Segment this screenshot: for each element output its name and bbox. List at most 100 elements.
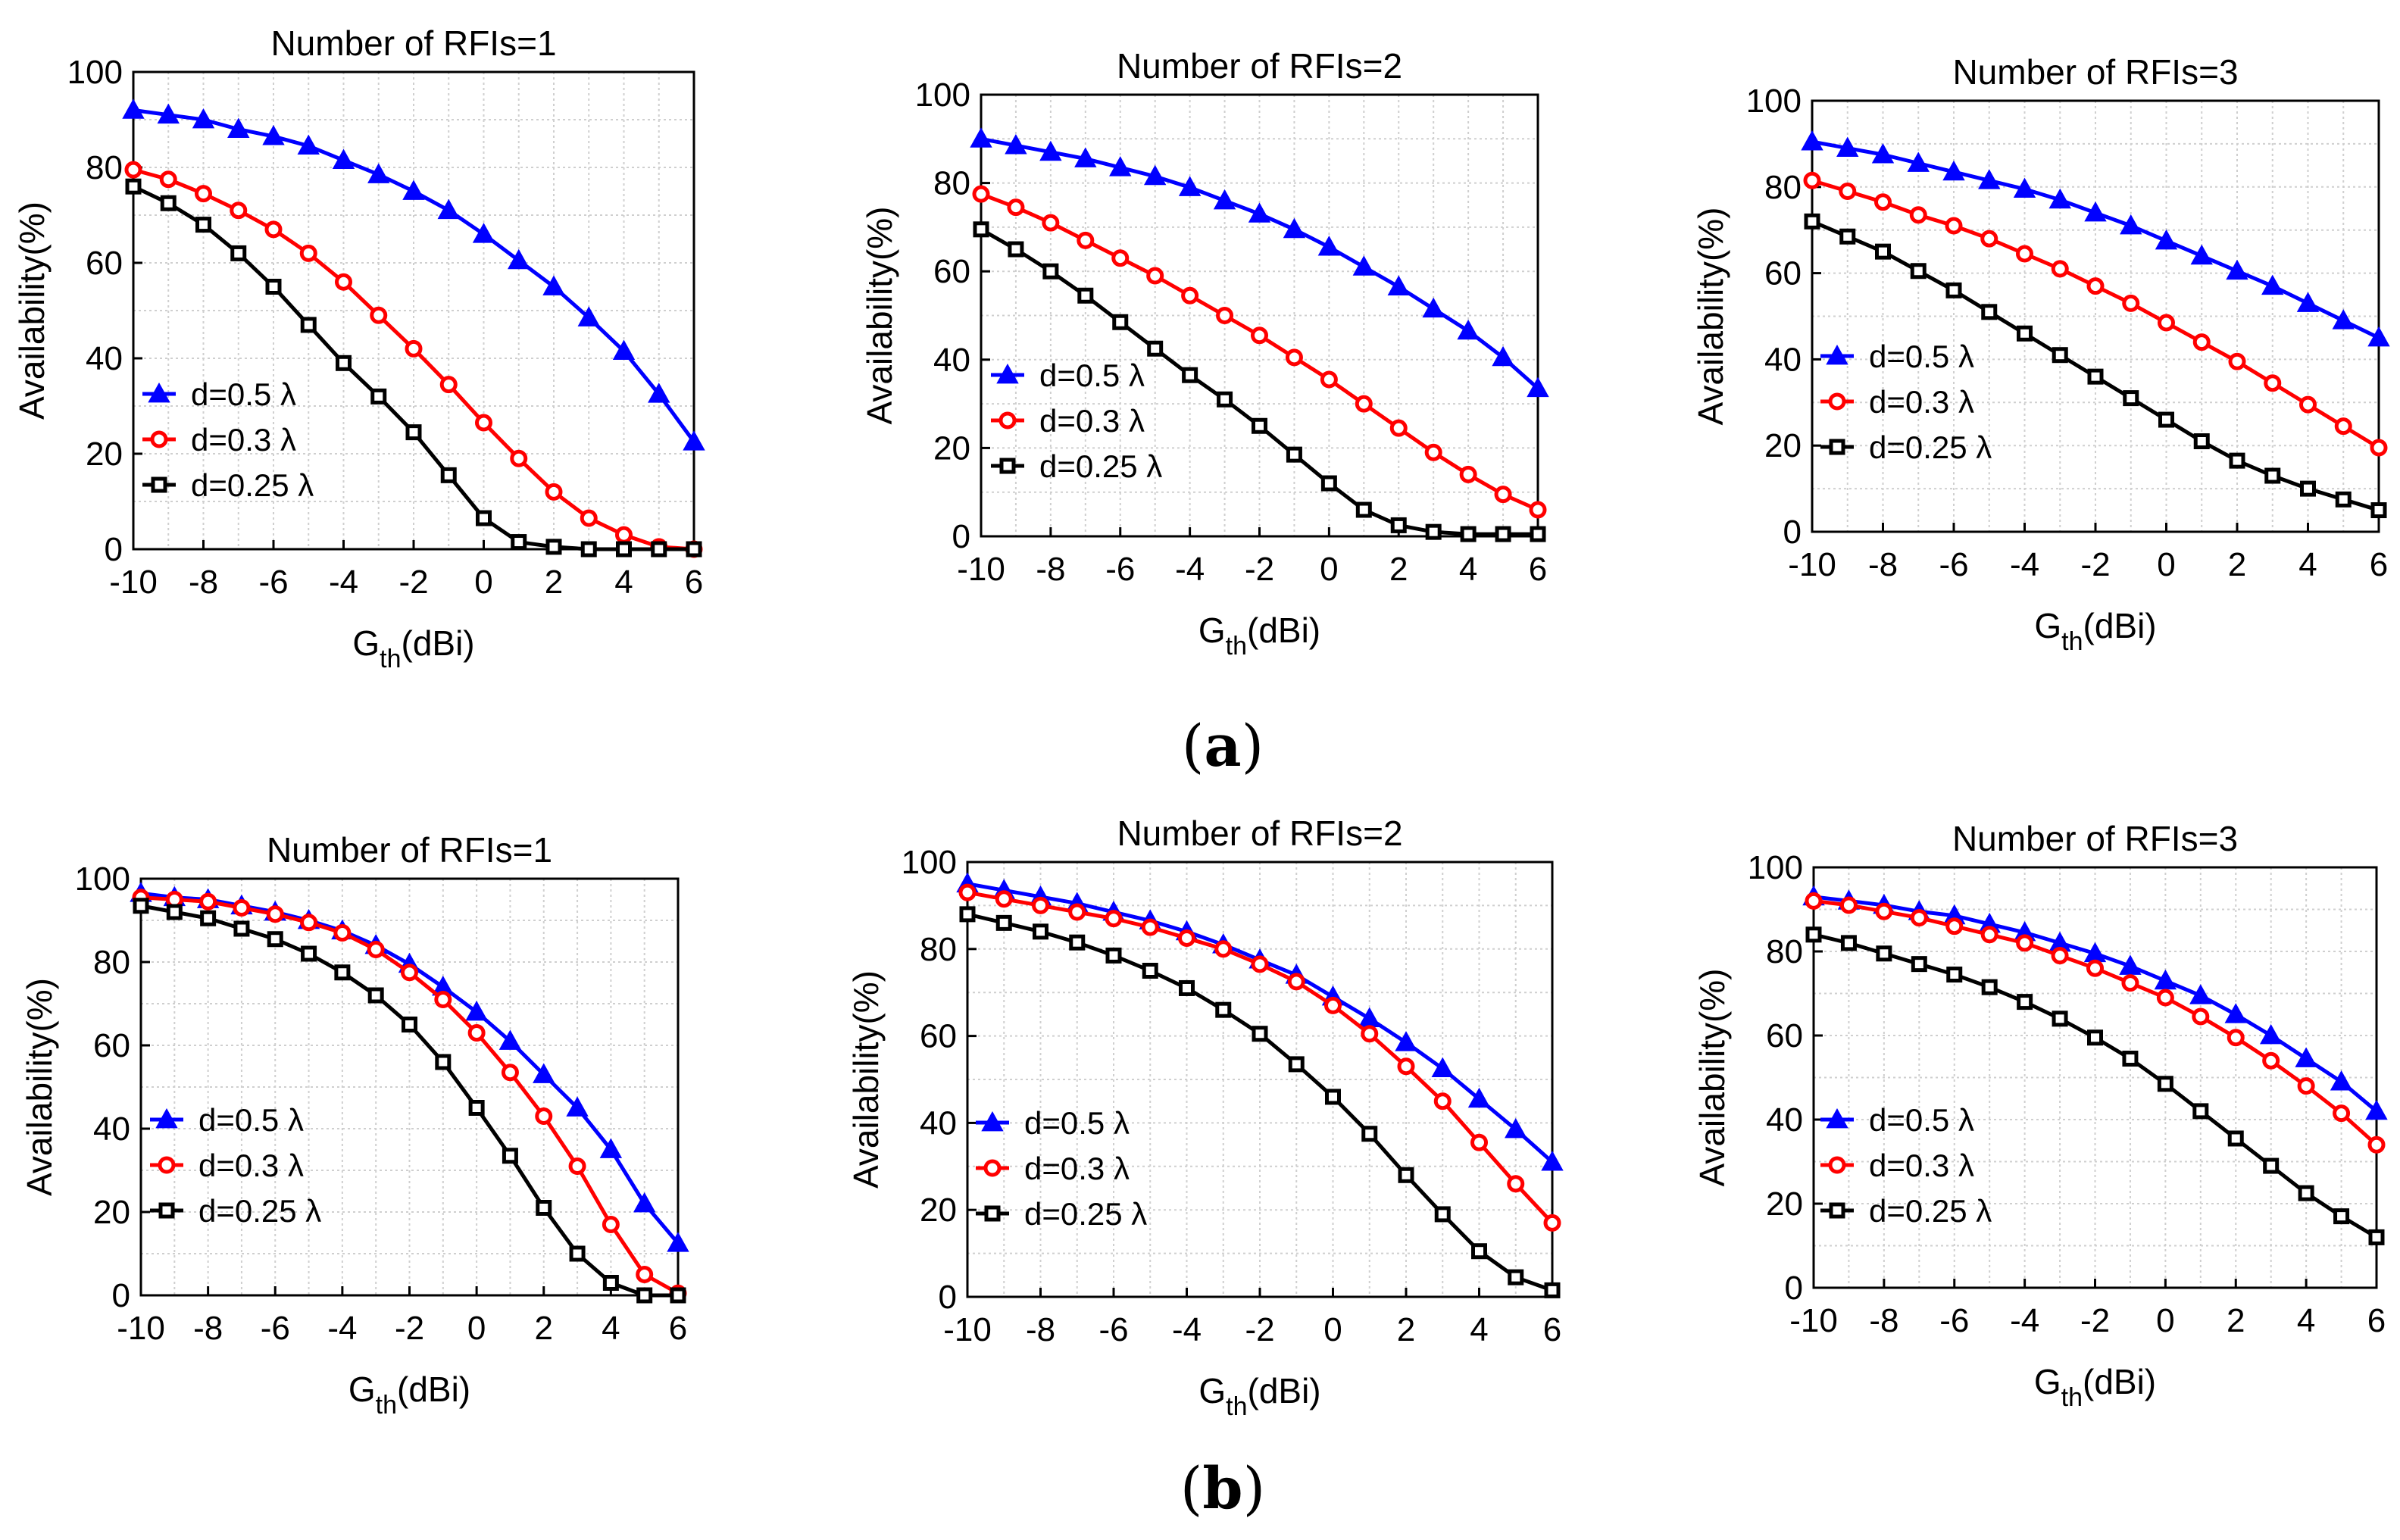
chart-2-data-point xyxy=(1111,249,1130,267)
chart-3-data-point xyxy=(2051,260,2069,278)
chart-5-data-point xyxy=(1288,1056,1305,1073)
chart-2-data-point xyxy=(1355,501,1372,518)
chart-2-ytick-label: 0 xyxy=(952,518,970,555)
chart-1-data-point xyxy=(405,339,423,358)
chart-5-series-2 xyxy=(958,883,1561,1232)
chart-2-data-point xyxy=(1286,446,1302,463)
chart-1-data-point xyxy=(195,185,212,203)
chart-2-data-point xyxy=(1217,391,1233,408)
chart-6-data-point xyxy=(2016,934,2034,952)
chart-3-data-point xyxy=(2299,395,2317,414)
chart-2-data-point xyxy=(1527,376,1549,398)
chart-1-data-point xyxy=(612,339,636,360)
chart-6-data-point xyxy=(1911,956,1927,973)
caption-b: (b) xyxy=(1180,1454,1266,1522)
chart-2-data-point xyxy=(1252,417,1267,434)
chart-3-data-point xyxy=(2190,244,2213,265)
chart-4-data-point xyxy=(199,892,217,911)
chart-4-data-point xyxy=(267,931,283,948)
chart-6-ytick-label: 80 xyxy=(1766,933,1803,970)
chart-6-ytick-label: 100 xyxy=(1748,849,1803,886)
chart-4-series-3 xyxy=(133,898,686,1304)
chart-2-data-point xyxy=(1355,395,1373,413)
chart-2-xlabel-rest: (dBi) xyxy=(1247,611,1320,650)
chart-3-data-point xyxy=(1909,206,1927,224)
chart-5-data-point xyxy=(1541,1151,1564,1171)
chart-3-data-point xyxy=(2229,452,2245,469)
chart-4-data-point xyxy=(402,1017,417,1032)
chart-2-data-point xyxy=(1143,164,1167,186)
chart-5-data-point xyxy=(1033,923,1048,940)
chart-5-data-point xyxy=(1507,1175,1525,1193)
chart-2-ytick-label: 80 xyxy=(933,165,970,202)
chart-2-data-point xyxy=(1422,297,1445,318)
chart-2-ylabel: Availability(%) xyxy=(860,206,899,424)
chart-2-data-point xyxy=(1390,517,1407,533)
chart-6-series-2 xyxy=(1805,892,2386,1154)
chart-6-ytick-label: 0 xyxy=(1785,1270,1803,1307)
chart-3-data-point xyxy=(1910,263,1927,280)
chart-2-xtick-label: -2 xyxy=(1245,551,1274,588)
chart-2-xtick-label: 2 xyxy=(1389,551,1408,588)
chart-4-ytick-label: 0 xyxy=(112,1277,130,1314)
chart-4-data-point xyxy=(566,1096,589,1117)
chart-2-xtick-label: 4 xyxy=(1459,551,1477,588)
chart-6-xtick-label: -10 xyxy=(1789,1302,1838,1339)
chart-4-data-point xyxy=(602,1216,620,1233)
chart-4-legend-marker xyxy=(158,1202,175,1219)
chart-5-xtick-label: -10 xyxy=(943,1311,992,1348)
chart-2-xtick-label: 6 xyxy=(1529,551,1547,588)
chart-1-data-point xyxy=(122,98,145,119)
chart-3-data-point xyxy=(2334,417,2352,436)
chart-1-data-point xyxy=(299,244,317,262)
chart-3-data-point xyxy=(2120,214,2142,235)
chart-1-ytick-label: 100 xyxy=(67,54,123,91)
chart-5-data-point xyxy=(995,890,1013,908)
chart-2-data-point xyxy=(1457,319,1480,340)
chart-6-data-point xyxy=(2192,1007,2210,1026)
chart-4-data-point xyxy=(602,1275,619,1291)
chart-5-data-point xyxy=(1069,934,1086,951)
chart-5-data-point xyxy=(1141,918,1159,936)
chart-3-series-3 xyxy=(1804,213,2387,519)
chart-5-series-3 xyxy=(959,906,1561,1298)
chart-3-data-point xyxy=(2193,433,2210,450)
chart-1-data-point xyxy=(367,163,390,183)
chart-1-xlabel-rest: (dBi) xyxy=(402,623,475,663)
chart-3-ytick-label: 100 xyxy=(1746,83,1802,120)
chart-6-ytick-label: 60 xyxy=(1766,1017,1803,1054)
chart-4-data-point xyxy=(667,1232,689,1252)
chart-6-data-point xyxy=(1875,902,1893,920)
chart-4-ytick-label: 20 xyxy=(93,1194,130,1231)
chart-4-data-point xyxy=(401,964,418,982)
chart-6-ytick-label: 40 xyxy=(1766,1101,1803,1139)
chart-6-data-point xyxy=(2368,1229,2385,1245)
chart-1-data-point xyxy=(230,201,248,220)
chart-3-data-point xyxy=(1874,193,1892,211)
chart-5-data-point xyxy=(1361,1126,1378,1142)
chart-1-data-point xyxy=(545,539,562,555)
chart-1-data-point xyxy=(195,217,211,233)
chart-2-xtick-label: -10 xyxy=(957,551,1005,588)
chart-3-ytick-label: 60 xyxy=(1764,255,1802,292)
chart-2-data-point xyxy=(1109,156,1132,176)
chart-1-xtick-label: -6 xyxy=(258,564,288,601)
chart-1-series-3 xyxy=(125,178,702,558)
chart-2-data-point xyxy=(1317,236,1341,256)
chart-3-xtick-label: 6 xyxy=(2370,546,2388,583)
chart-2-data-point xyxy=(1529,501,1547,519)
chart-2-data-point xyxy=(972,185,990,203)
chart-6-data-point xyxy=(2259,1023,2283,1045)
chart-4-data-point xyxy=(166,904,183,920)
chart-4-ytick-label: 60 xyxy=(93,1027,130,1064)
chart-1-data-point xyxy=(227,117,250,138)
chart-1-data-point xyxy=(300,317,317,333)
chart-6-xlabel-main: G xyxy=(2034,1362,2061,1401)
chart-1-data-point xyxy=(580,541,597,558)
chart-3-xtick-label: -4 xyxy=(2010,546,2039,583)
chart-6-xtick-label: -8 xyxy=(1869,1302,1898,1339)
